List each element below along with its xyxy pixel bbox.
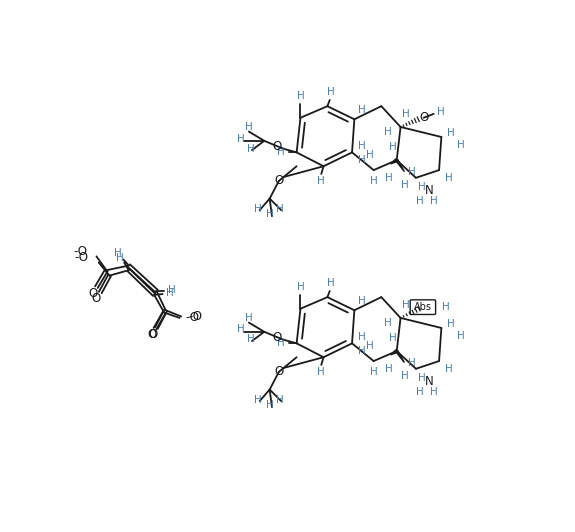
Text: H: H [277, 147, 285, 157]
Text: H: H [276, 395, 283, 404]
Text: H: H [237, 325, 245, 335]
Text: H: H [276, 204, 283, 214]
Text: H: H [254, 204, 262, 214]
Text: H: H [317, 367, 325, 377]
Text: H: H [389, 333, 397, 343]
Text: H: H [366, 340, 374, 351]
Text: H: H [358, 105, 366, 115]
Text: -O: -O [75, 251, 89, 264]
Text: H: H [447, 319, 454, 329]
Text: H: H [401, 180, 408, 190]
Text: H: H [166, 288, 174, 298]
Text: H: H [358, 332, 366, 342]
Text: H: H [430, 196, 438, 206]
Text: H: H [277, 338, 285, 348]
Text: H: H [358, 346, 366, 356]
Text: Abs: Abs [414, 302, 432, 312]
Text: H: H [297, 91, 304, 101]
Text: H: H [408, 167, 416, 177]
Text: O: O [274, 365, 283, 378]
Text: H: H [366, 149, 374, 160]
Text: H: H [114, 248, 122, 258]
Text: H: H [418, 373, 426, 383]
Text: O: O [149, 328, 158, 340]
Text: H: H [266, 400, 274, 410]
Text: H: H [317, 176, 325, 186]
Text: O: O [273, 140, 282, 154]
Text: O: O [92, 292, 101, 305]
Text: -O: -O [189, 310, 203, 323]
Text: H: H [370, 367, 378, 377]
Text: H: H [402, 300, 410, 310]
Text: H: H [370, 176, 378, 186]
Text: H: H [416, 387, 424, 397]
Text: H: H [237, 134, 245, 144]
Text: O: O [88, 287, 97, 300]
Text: H: H [457, 331, 465, 340]
Text: -O: -O [73, 245, 87, 258]
Text: O: O [419, 111, 428, 124]
Text: O: O [147, 328, 156, 342]
Text: H: H [418, 182, 426, 192]
Text: H: H [358, 141, 366, 151]
Text: H: H [245, 313, 253, 323]
Text: H: H [416, 196, 424, 206]
Polygon shape [396, 160, 404, 172]
Text: H: H [385, 364, 393, 374]
Text: H: H [247, 144, 254, 154]
Text: H: H [430, 387, 438, 397]
Text: H: H [358, 155, 366, 165]
Text: H: H [445, 173, 453, 183]
Text: H: H [442, 302, 450, 312]
Text: H: H [247, 335, 254, 345]
Text: H: H [384, 127, 392, 137]
Polygon shape [390, 159, 397, 164]
Text: H: H [402, 109, 410, 119]
Text: H: H [266, 209, 274, 219]
Text: H: H [168, 285, 176, 295]
Text: -O: -O [186, 311, 200, 325]
Text: H: H [438, 107, 445, 118]
Text: H: H [445, 364, 453, 374]
Text: H: H [297, 282, 304, 292]
FancyBboxPatch shape [410, 300, 436, 314]
Text: H: H [408, 358, 416, 368]
Text: H: H [385, 173, 393, 183]
Text: O: O [274, 174, 283, 187]
Text: H: H [401, 371, 408, 381]
Text: H: H [116, 253, 124, 263]
Polygon shape [396, 351, 404, 363]
Text: H: H [457, 140, 465, 149]
Polygon shape [390, 350, 397, 355]
Text: H: H [327, 87, 335, 97]
Text: N: N [425, 376, 434, 388]
Text: H: H [254, 395, 262, 404]
Text: H: H [358, 296, 366, 306]
Text: H: H [384, 318, 392, 328]
Text: H: H [389, 142, 397, 152]
Text: H: H [245, 122, 253, 132]
Text: H: H [447, 128, 454, 138]
Text: H: H [327, 278, 335, 288]
Text: O: O [273, 331, 282, 344]
Text: N: N [425, 185, 434, 197]
